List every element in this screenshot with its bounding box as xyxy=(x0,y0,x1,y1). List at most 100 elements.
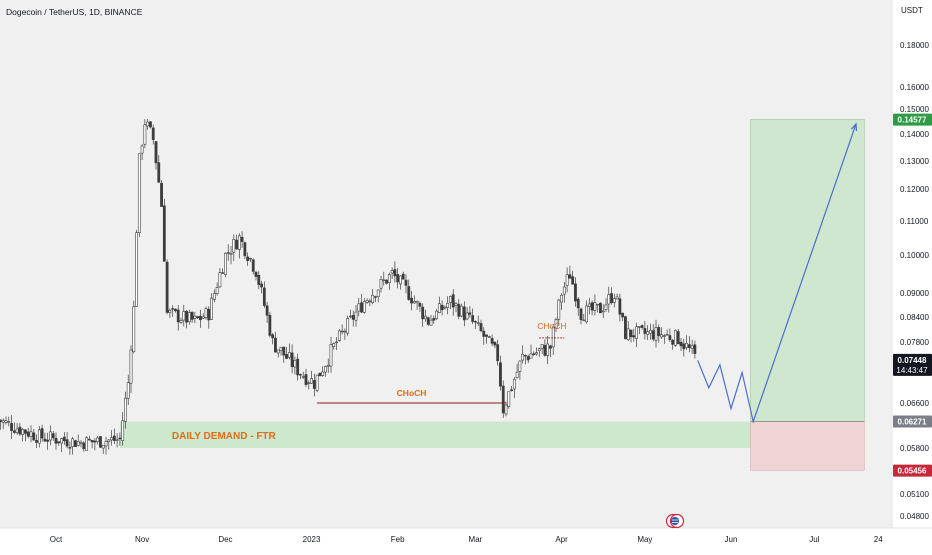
candle xyxy=(682,338,686,357)
candle-body xyxy=(499,362,502,387)
candle xyxy=(346,315,350,336)
candle-body xyxy=(626,328,630,341)
candle-body xyxy=(543,345,547,356)
candle-body xyxy=(521,353,525,361)
candle-body xyxy=(296,358,300,376)
candle-body xyxy=(510,389,513,391)
candle-body xyxy=(443,306,447,309)
candle xyxy=(462,301,466,327)
candle xyxy=(82,441,86,452)
candle-body xyxy=(29,431,33,437)
candle xyxy=(562,281,566,303)
candle-body xyxy=(151,127,155,140)
candle-body xyxy=(262,287,266,306)
candle xyxy=(365,298,369,304)
candle-body xyxy=(210,297,213,320)
candle-body xyxy=(96,437,100,442)
candle-body xyxy=(243,242,247,257)
candle xyxy=(662,334,666,344)
candle-body xyxy=(393,269,397,277)
candle xyxy=(18,423,22,436)
candle-body xyxy=(110,437,113,441)
candle xyxy=(657,324,661,343)
candle-body xyxy=(621,312,625,318)
candle xyxy=(304,368,308,387)
candle-body xyxy=(115,439,119,441)
price-tick-label: 0.05800 xyxy=(900,444,929,453)
candle-body xyxy=(415,301,419,304)
candle xyxy=(351,310,355,327)
candle xyxy=(610,287,613,305)
candle xyxy=(118,432,122,446)
candle-body xyxy=(126,382,130,399)
candle xyxy=(43,432,47,443)
candle-body xyxy=(537,348,541,351)
candle xyxy=(440,300,444,316)
candle xyxy=(521,345,525,364)
candle-body xyxy=(368,300,372,303)
candle xyxy=(51,430,55,441)
candle-body xyxy=(90,439,94,443)
candle-body xyxy=(465,312,469,320)
candle xyxy=(249,257,252,263)
candle-body xyxy=(287,352,291,358)
candle-body xyxy=(601,310,605,313)
candle-body xyxy=(0,419,2,423)
candle-body xyxy=(487,336,491,338)
candle xyxy=(318,372,322,377)
candle-body xyxy=(315,374,319,391)
candle xyxy=(593,294,597,316)
candle xyxy=(62,432,66,445)
candle-body xyxy=(612,298,616,303)
candle xyxy=(504,401,508,417)
candle xyxy=(160,180,163,207)
candle xyxy=(229,246,233,265)
candle-body xyxy=(460,305,463,317)
candle-body xyxy=(168,309,172,313)
candle xyxy=(574,277,577,307)
candle xyxy=(687,336,691,353)
candle xyxy=(210,293,213,320)
candle xyxy=(568,265,572,279)
candle xyxy=(76,434,80,447)
candle xyxy=(337,329,341,342)
candle-body xyxy=(518,360,522,372)
candles-layer xyxy=(0,118,697,455)
candle xyxy=(471,308,475,325)
candle-body xyxy=(618,298,622,315)
candle xyxy=(254,271,258,281)
candle xyxy=(607,286,611,313)
candle xyxy=(640,324,644,330)
candle-body xyxy=(651,330,655,340)
candle-body xyxy=(482,330,486,337)
flag-icon[interactable] xyxy=(665,513,685,529)
candle xyxy=(190,311,194,323)
candle-body xyxy=(165,261,169,313)
candle-body xyxy=(385,279,388,284)
candle xyxy=(199,309,202,328)
candle-body xyxy=(540,344,544,349)
candle xyxy=(218,268,222,288)
price-tick-label: 0.14000 xyxy=(900,130,929,139)
candle-body xyxy=(107,439,111,443)
candle xyxy=(274,331,277,353)
candle-body xyxy=(507,391,511,407)
candle xyxy=(15,423,19,435)
candle-body xyxy=(121,420,125,441)
stop-price-label: 0.05456 xyxy=(898,467,927,476)
candle-body xyxy=(585,305,588,323)
candle xyxy=(474,320,477,329)
candle-body xyxy=(60,438,63,444)
candle xyxy=(299,373,302,380)
candle xyxy=(104,436,108,455)
candle-body xyxy=(501,385,505,414)
candle xyxy=(35,434,38,449)
candle-body xyxy=(668,335,672,340)
time-tick-label: 2023 xyxy=(303,535,321,544)
candle-body xyxy=(221,272,225,274)
candle xyxy=(501,380,505,418)
candle xyxy=(24,429,27,442)
candle-body xyxy=(129,349,133,384)
candle-body xyxy=(332,343,336,347)
